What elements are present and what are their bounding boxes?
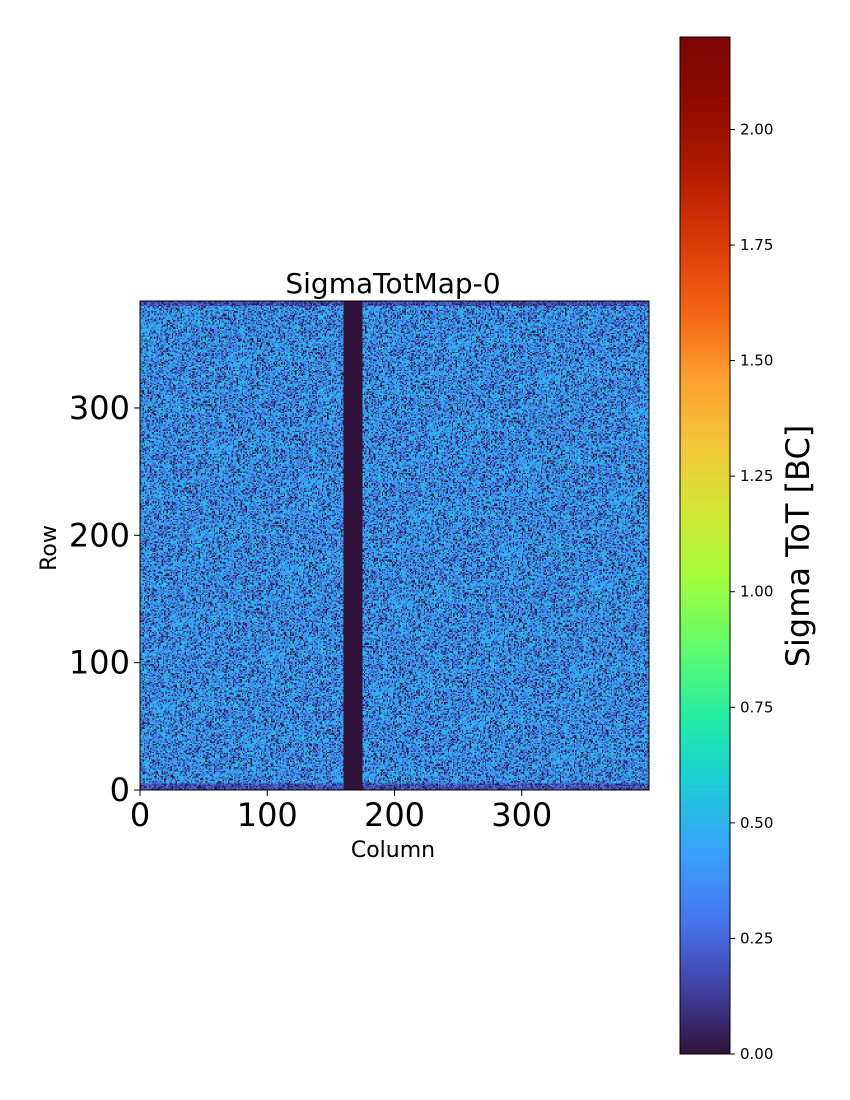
x-axis-ticks: 0 100 200 300 (130, 790, 552, 834)
colorbar-gradient (679, 36, 731, 1055)
heatmap-plot (139, 300, 650, 791)
colorbar-tick-label: 1.50 (740, 352, 773, 370)
y-tick-label: 300 (69, 389, 130, 427)
colorbar-label: Sigma ToT [BC] (779, 425, 817, 668)
y-tick-label: 100 (69, 644, 130, 682)
x-tick-label: 300 (491, 796, 552, 834)
colorbar-tick-label: 1.25 (740, 467, 773, 485)
x-tick-label: 100 (237, 796, 298, 834)
y-tick-label: 0 (110, 771, 130, 809)
colorbar-tick-label: 1.00 (740, 583, 773, 601)
y-axis-label: Row (37, 525, 62, 571)
colorbar-tick-label: 0.75 (740, 698, 773, 716)
heatmap-image (140, 301, 649, 790)
chart-title: SigmaTotMap-0 (285, 267, 500, 300)
colorbar-ticks: 0.00 0.25 0.50 0.75 1.00 1.25 1.50 1.75 2.00 (730, 120, 773, 1063)
x-tick-label: 200 (364, 796, 425, 834)
colorbar-tick-label: 0.25 (740, 929, 773, 947)
colorbar-tick-label: 2.00 (740, 120, 773, 138)
colorbar: 0.00 0.25 0.50 0.75 1.00 1.25 1.50 1.75 2.00 Sig… (679, 36, 817, 1063)
colorbar-tick-label: 1.75 (740, 236, 773, 254)
x-tick-label: 0 (130, 796, 150, 834)
y-tick-label: 200 (69, 516, 130, 554)
colorbar-tick-label: 0.50 (740, 814, 773, 832)
x-axis-label: Column (351, 838, 435, 863)
colorbar-tick-label: 0.00 (740, 1045, 773, 1063)
y-axis-ticks: 0 100 200 300 (69, 389, 140, 809)
